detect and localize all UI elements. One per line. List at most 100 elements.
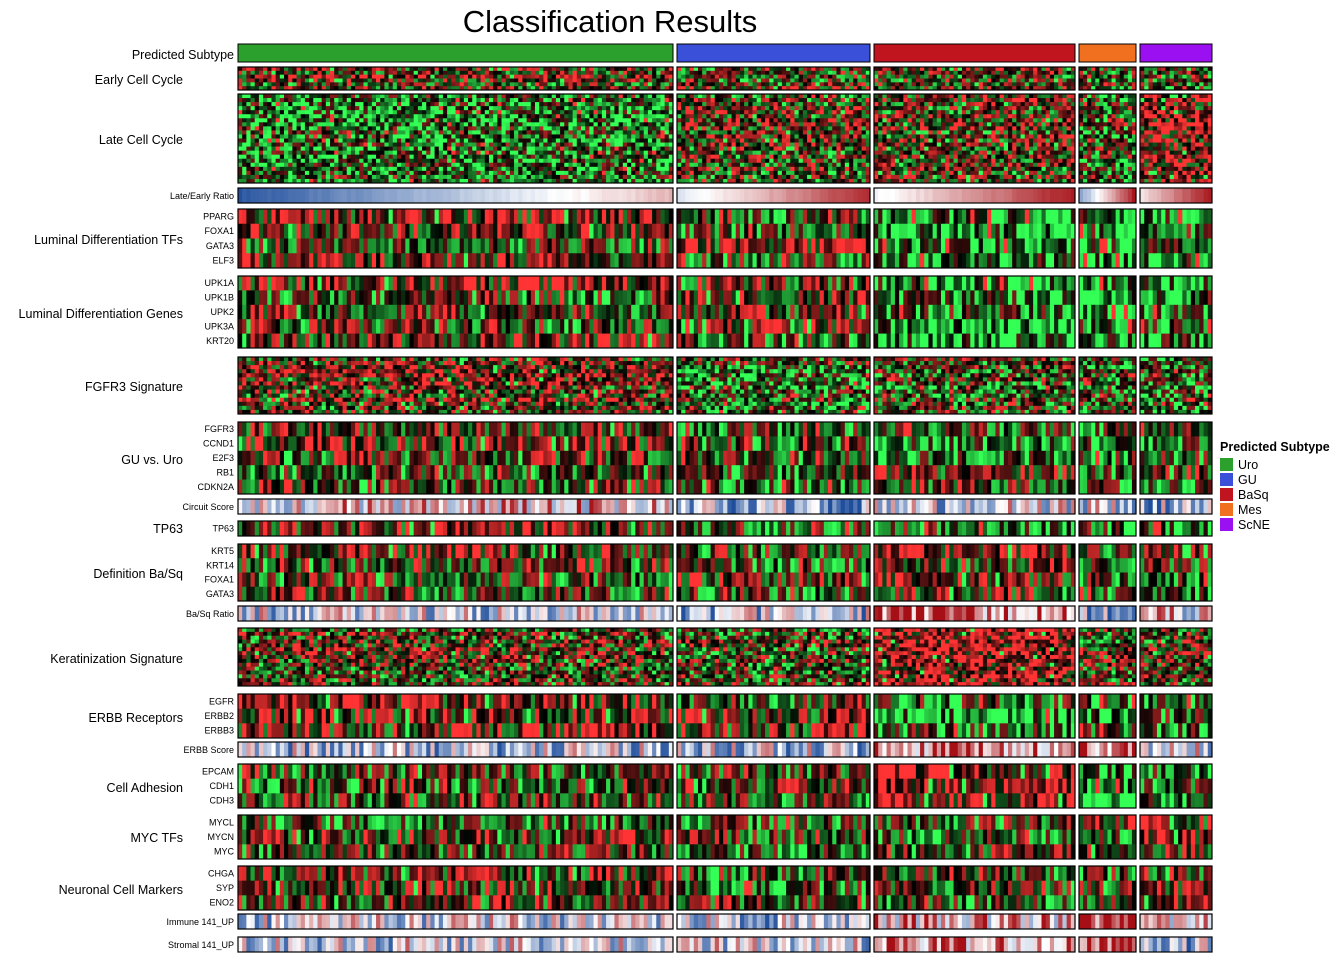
heatmap-cell [623, 110, 628, 114]
heatmap-cell [514, 118, 519, 122]
heatmap-cell [1012, 94, 1017, 98]
heatmap-cell [481, 75, 486, 79]
heatmap-cell [472, 67, 477, 71]
heatmap-cell [363, 147, 368, 151]
heatmap-cell [736, 163, 741, 167]
heatmap-cell [832, 114, 837, 118]
heatmap-cell [828, 94, 833, 98]
heatmap-cell [614, 71, 619, 75]
heatmap-cell [573, 110, 578, 114]
heatmap-cell [740, 114, 745, 118]
heatmap-cell [782, 151, 787, 155]
heatmap-cell [489, 175, 494, 179]
heatmap-cell [393, 159, 398, 163]
panel-early-cell-cycle-scne [1140, 67, 1212, 90]
heatmap-cell [794, 143, 799, 147]
heatmap-cell [916, 106, 921, 110]
heatmap-cell [439, 155, 444, 159]
heatmap-cell [824, 151, 829, 155]
heatmap-cell [242, 167, 247, 171]
heatmap-cell [753, 122, 758, 126]
heatmap-cell [284, 67, 289, 71]
heatmap-cell [824, 67, 829, 71]
heatmap-cell [1042, 106, 1047, 110]
heatmap-cell [849, 151, 854, 155]
heatmap-cell [803, 130, 808, 134]
heatmap-cell [292, 155, 297, 159]
heatmap-cell [702, 106, 707, 110]
heatmap-cell [891, 94, 896, 98]
heatmap-cell [698, 155, 703, 159]
heatmap-cell [1000, 79, 1005, 83]
heatmap-cell [933, 110, 938, 114]
heatmap-cell [744, 94, 749, 98]
heatmap-cell [288, 75, 293, 79]
heatmap-cell [1124, 67, 1128, 71]
heatmap-cell [338, 167, 343, 171]
heatmap-cell [493, 67, 498, 71]
heatmap-cell [815, 102, 820, 106]
heatmap-cell [1012, 82, 1017, 86]
heatmap-cell [384, 75, 389, 79]
heatmap-cell [292, 151, 297, 155]
heatmap-cell [648, 79, 653, 83]
heatmap-cell [522, 151, 527, 155]
heatmap-cell [493, 159, 498, 163]
heatmap-cell [251, 175, 256, 179]
heatmap-cell [790, 175, 795, 179]
heatmap-cell [606, 122, 611, 126]
heatmap-cell [326, 114, 331, 118]
heatmap-cell [334, 167, 339, 171]
heatmap-cell [606, 75, 611, 79]
heatmap-cell [585, 147, 590, 151]
heatmap-cell [916, 110, 921, 114]
heatmap-cell [276, 175, 281, 179]
heatmap-cell [786, 151, 791, 155]
heatmap-cell [606, 67, 611, 71]
heatmap-cell [811, 79, 816, 83]
heatmap-cell [292, 163, 297, 167]
heatmap-cell [849, 159, 854, 163]
heatmap-cell [372, 134, 377, 138]
heatmap-cell [363, 134, 368, 138]
heatmap-cell [790, 134, 795, 138]
heatmap-cell [506, 134, 511, 138]
heatmap-cell [862, 94, 867, 98]
heatmap-cell [614, 134, 619, 138]
heatmap-cell [1091, 71, 1095, 75]
heatmap-cell [301, 82, 306, 86]
heatmap-cell [794, 106, 799, 110]
heatmap-cell [552, 147, 557, 151]
heatmap-cell [317, 167, 322, 171]
heatmap-cell [614, 94, 619, 98]
heatmap-cell [786, 139, 791, 143]
heatmap-cell [435, 151, 440, 155]
heatmap-cell [648, 94, 653, 98]
heatmap-cell [556, 94, 561, 98]
heatmap-cell [422, 151, 427, 155]
heatmap-cell [857, 110, 862, 114]
heatmap-cell [786, 110, 791, 114]
heatmap-cell [690, 143, 695, 147]
heatmap-cell [962, 110, 967, 114]
heatmap-cell [924, 67, 929, 71]
heatmap-cell [493, 94, 498, 98]
heatmap-cell [422, 130, 427, 134]
heatmap-cell [1058, 75, 1063, 79]
heatmap-cell [1161, 75, 1166, 79]
heatmap-cell [372, 159, 377, 163]
heatmap-cell [259, 147, 264, 151]
heatmap-cell [845, 134, 850, 138]
heatmap-cell [807, 122, 812, 126]
heatmap-cell [782, 171, 787, 175]
heatmap-cell [945, 67, 950, 71]
heatmap-cell [359, 171, 364, 175]
heatmap-cell [853, 139, 858, 143]
heatmap-cell [627, 102, 632, 106]
heatmap-cell [447, 94, 452, 98]
heatmap-cell [384, 143, 389, 147]
heatmap-cell [820, 155, 825, 159]
heatmap-cell [820, 82, 825, 86]
heatmap-cell [506, 126, 511, 130]
heatmap-cell [828, 130, 833, 134]
